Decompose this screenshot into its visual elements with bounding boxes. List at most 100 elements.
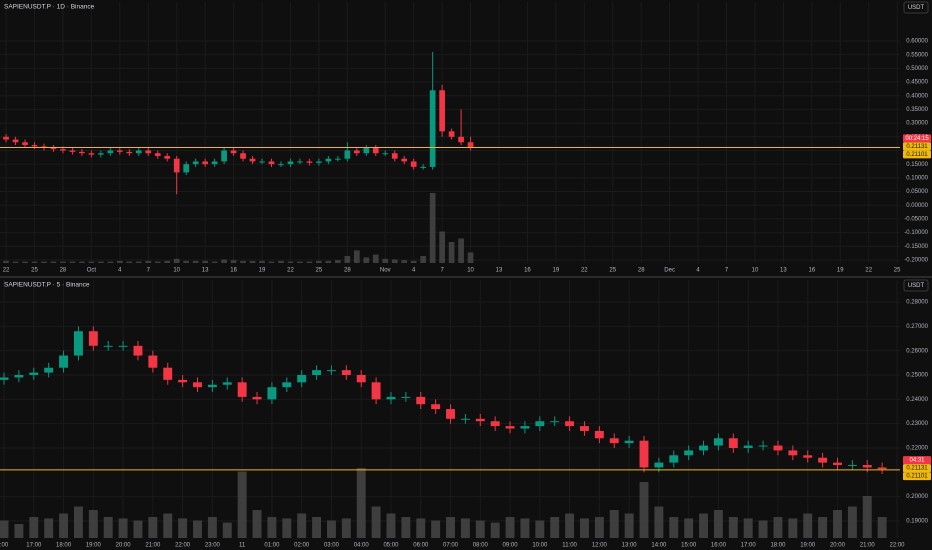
y-tick-label: 0.15000	[906, 162, 928, 168]
volume-bar	[862, 496, 872, 538]
x-tick-label: 22	[865, 268, 872, 274]
volume-bar	[59, 513, 69, 538]
volume-bar	[107, 261, 114, 263]
volume-bar	[145, 260, 152, 263]
candle-body	[439, 90, 445, 132]
candle-body	[73, 331, 83, 356]
volume-bar	[372, 254, 379, 263]
volume-bar	[240, 260, 246, 263]
candle-body	[847, 465, 857, 467]
candle-body	[103, 345, 113, 347]
y-tick-label: -0.05000	[904, 217, 928, 223]
y-tick-label: 0.24000	[906, 397, 928, 403]
candle-body	[230, 150, 237, 154]
candle-body	[31, 145, 38, 147]
price-tag-bg	[903, 472, 931, 481]
x-tick-label: 03:00	[324, 543, 340, 549]
y-tick-label: -0.20000	[904, 258, 928, 264]
x-tick-label: 28	[344, 268, 351, 274]
price-tag-label: 0.21101	[906, 152, 928, 158]
x-tick-label: 7	[440, 268, 444, 274]
volume-bar	[684, 518, 694, 538]
volume-bar	[458, 238, 464, 263]
candle-body	[192, 161, 199, 165]
price-tag-bg	[903, 464, 931, 473]
x-tick-label: 01:00	[264, 543, 280, 549]
x-tick-label: 10:00	[532, 543, 548, 549]
candle-body	[267, 387, 277, 400]
candle-body	[118, 345, 128, 347]
volume-bar	[713, 510, 723, 538]
candle-body	[287, 161, 294, 165]
x-tick-label: 10	[752, 268, 759, 274]
candle-body	[164, 155, 171, 159]
y-tick-label: 0.35000	[906, 107, 928, 113]
candle-body	[475, 418, 485, 422]
candle-body	[758, 445, 768, 447]
x-tick-label: 02:00	[294, 543, 310, 549]
volume-bar	[202, 260, 208, 263]
x-tick-label: 28	[60, 268, 67, 274]
volume-bar	[163, 513, 173, 538]
candle-body	[639, 440, 649, 468]
candle-body	[743, 445, 753, 448]
volume-bar	[312, 517, 322, 538]
volume-bar	[594, 517, 604, 538]
y-tick-label: 0.19000	[906, 519, 928, 525]
y-tick-label: 0.10000	[906, 175, 928, 181]
x-tick-label: 09:00	[503, 543, 519, 549]
volume-bar	[429, 193, 436, 263]
candle-body	[126, 151, 133, 154]
volume-bar	[88, 510, 98, 538]
candle-body	[431, 404, 441, 410]
candle-body	[550, 421, 560, 423]
candle-body	[69, 150, 76, 152]
currency-button[interactable]: USDT	[903, 1, 929, 14]
candle-body	[862, 465, 872, 468]
x-tick-label: 10	[467, 268, 474, 274]
volume-bar	[126, 261, 133, 263]
candle-body	[624, 440, 634, 444]
candle-body	[520, 426, 530, 429]
volume-bar	[833, 510, 842, 538]
x-tick-label: 13:00	[622, 543, 638, 549]
volume-bar	[580, 518, 589, 538]
x-tick-label: 04:00	[354, 543, 370, 549]
chart-panel: 0.60000 0.55000 0.50000 0.45000 0.40000 0.350…	[0, 1, 931, 274]
y-tick-label: -0.10000	[904, 230, 928, 236]
candle-body	[344, 150, 351, 159]
volume-bar	[135, 261, 142, 263]
candle-body	[173, 158, 180, 173]
candle-body	[429, 90, 436, 167]
y-tick-label: 0.00000	[906, 203, 928, 209]
chart-title: SAPIENUSDT.P · 1D · Binance	[4, 4, 95, 11]
volume-bar	[520, 518, 530, 538]
x-tick-label: 22:00	[175, 543, 191, 549]
countdown-tag	[903, 134, 931, 143]
candle-body	[12, 139, 19, 143]
candle-body	[818, 457, 828, 463]
candle-body	[669, 455, 679, 463]
candle-body	[178, 379, 188, 383]
volume-bar	[306, 261, 313, 263]
volume-bar	[847, 506, 857, 538]
x-tick-label: 16:00	[711, 543, 727, 549]
price-tag-label: 0.21131	[906, 466, 928, 472]
countdown-label: 00:24:15	[905, 136, 929, 142]
candle-body	[3, 136, 9, 140]
candle-body	[193, 382, 202, 388]
candle-body	[773, 445, 783, 451]
candle-body	[458, 136, 464, 143]
candle-body	[467, 142, 474, 148]
candle-body	[148, 355, 158, 368]
x-tick-label: 20:00	[830, 543, 846, 549]
currency-button-label: USDT	[908, 283, 925, 289]
volume-bar	[29, 517, 39, 538]
candle-body	[88, 331, 98, 346]
volume-bar	[505, 517, 515, 538]
currency-button[interactable]: USDT	[903, 279, 929, 292]
x-tick-label: 22	[287, 268, 294, 274]
candle-body	[252, 396, 262, 400]
